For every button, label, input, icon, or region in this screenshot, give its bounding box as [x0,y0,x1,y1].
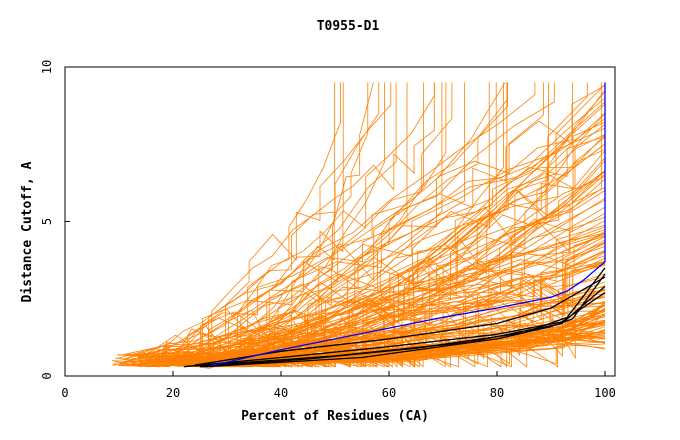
other-model-line [137,82,397,358]
other-model-line [221,136,606,367]
other-model-line [133,190,606,368]
x-axis-label: Percent of Residues (CA) [241,409,429,424]
chart-title: T0955-D1 [317,19,380,34]
other-model-line [112,127,606,368]
other-model-line [183,233,606,361]
y-axis-label: Distance Cutoff, A [20,161,35,302]
y-tick-label: 5 [40,218,54,225]
x-tick-label: 60 [382,386,396,400]
other-model-line [215,113,606,368]
other-model-line [217,149,606,364]
reference-5-line [205,273,606,368]
other-model-line [187,136,606,364]
other-model-line [144,82,465,362]
x-tick-label: 20 [166,386,180,400]
reference-1-line [194,276,606,366]
other-model-line [188,305,606,368]
other-model-line [138,82,380,355]
highlight-model-line [210,82,606,366]
x-tick-label: 80 [490,386,504,400]
other-model-line [142,97,606,368]
other-model-line [190,82,490,368]
other-model-line [136,82,435,368]
x-tick-label: 0 [61,386,68,400]
other-model-lines [111,82,606,369]
x-tick-label: 40 [274,386,288,400]
other-model-line [142,85,606,358]
reference-model-lines [183,82,606,368]
other-model-line [133,143,606,365]
y-tick-label: 0 [40,372,54,379]
other-model-line [132,82,544,368]
other-model-line [203,302,606,367]
other-model-line [136,82,536,361]
other-model-line [152,82,573,364]
other-model-line [224,241,606,368]
x-tick-label: 100 [594,386,616,400]
y-tick-label: 10 [40,60,54,74]
other-model-line [220,121,606,368]
other-model-line [123,82,555,363]
reference-3-line [199,267,606,368]
other-model-line [131,206,606,364]
other-model-line [188,171,606,368]
other-model-line [193,276,606,357]
other-model-line [157,112,606,368]
other-model-line [221,246,606,362]
axis-ticks: 0 20 40 60 80 100 0 5 10 [40,60,616,400]
